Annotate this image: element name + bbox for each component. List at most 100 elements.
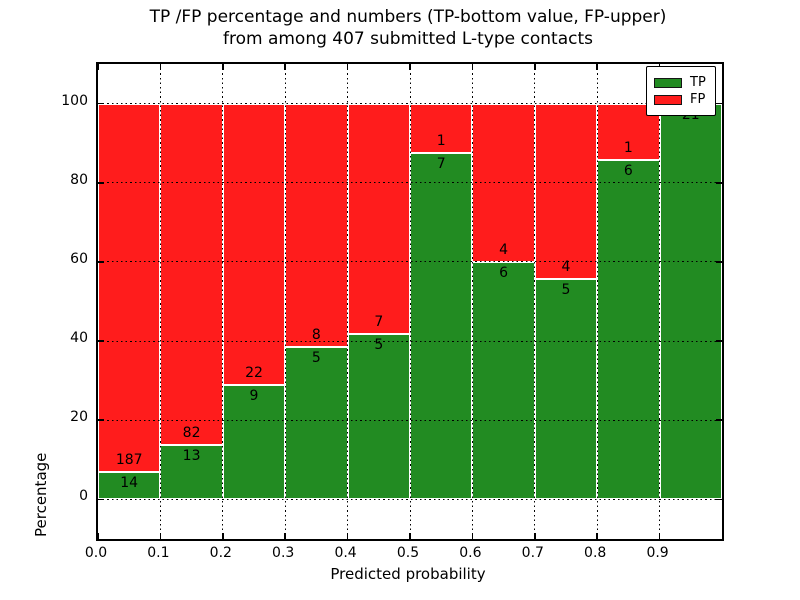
x-tick: [284, 533, 286, 539]
y-tick-label: 100: [61, 92, 88, 109]
fp-legend-swatch: [654, 94, 682, 105]
x-tick: [97, 64, 99, 70]
fp-count-label: 22: [245, 364, 263, 381]
chart-title-line-1: TP /FP percentage and numbers (TP-bottom…: [149, 7, 667, 27]
y-tick: [716, 181, 722, 184]
fp-bar-segment: [410, 103, 473, 154]
y-axis-label: Percentage: [32, 452, 50, 537]
y-tick: [98, 181, 104, 184]
x-tick-label: 0.4: [334, 545, 357, 561]
chart-title-line-2: from among 407 submitted L-type contacts: [222, 29, 593, 49]
fp-count-label: 4: [499, 241, 509, 258]
y-gridline: [98, 103, 722, 105]
tp-count-label: 7: [436, 156, 446, 173]
x-tick: [222, 533, 224, 539]
y-tick: [716, 340, 722, 342]
fp-bar-segment: [534, 103, 598, 280]
fp-count-label: 1: [623, 140, 633, 157]
x-tick: [409, 533, 411, 539]
x-tick-label: 0.5: [396, 545, 420, 561]
x-tick: [159, 64, 162, 70]
x-tick: [346, 533, 349, 539]
x-gridline: [222, 64, 224, 539]
y-tick: [98, 102, 104, 105]
tp-bar-segment: [98, 471, 161, 500]
tp-count-label: 6: [499, 264, 509, 281]
y-tick-label: 20: [70, 409, 88, 426]
x-tick: [409, 64, 411, 70]
x-tick-label: 0.9: [646, 545, 669, 561]
y-tick: [98, 340, 104, 342]
tp-bar-segment: [347, 334, 410, 500]
x-tick: [284, 64, 286, 70]
tp-count-label: 13: [182, 448, 201, 465]
x-tick-label: 0.7: [521, 545, 544, 561]
tp-count-label: 14: [120, 474, 139, 491]
y-gridline: [98, 182, 722, 184]
fp-bar-segment: [347, 103, 410, 335]
x-tick: [471, 533, 474, 539]
y-tick-label: 0: [79, 488, 88, 505]
x-tick-label: 0.2: [209, 545, 232, 561]
x-gridline: [659, 64, 661, 539]
legend-row-fp: FP: [654, 92, 707, 107]
tp-bar-segment: [160, 445, 223, 500]
tp-count-label: 5: [561, 282, 571, 299]
x-tick-label: 0.3: [272, 545, 295, 561]
y-tick: [716, 419, 722, 422]
tp-bar-segment: [659, 103, 722, 500]
tp-bar-segment: [410, 153, 473, 500]
x-tick: [658, 533, 661, 539]
y-tick: [98, 419, 104, 422]
y-tick: [98, 261, 104, 263]
legend-row-tp: TP: [654, 75, 707, 90]
tp-bar-segment: [285, 347, 348, 500]
y-tick: [716, 102, 722, 105]
x-tick: [346, 64, 349, 70]
x-gridline: [409, 64, 411, 539]
x-axis-label: Predicted probability: [330, 565, 486, 583]
y-tick-label: 40: [70, 330, 88, 347]
x-tick: [159, 533, 162, 539]
x-tick-label: 0.6: [459, 545, 482, 561]
y-tick: [716, 261, 722, 263]
fp-legend-label: FP: [690, 91, 706, 107]
x-tick: [596, 533, 598, 539]
legend: TP FP: [646, 66, 716, 116]
tp-count-label: 5: [311, 350, 321, 367]
fp-count-label: 7: [374, 314, 384, 331]
tp-bar-segment: [472, 261, 535, 500]
x-gridline: [159, 64, 161, 539]
fp-count-label: 4: [561, 259, 571, 276]
x-gridline: [596, 64, 598, 539]
fp-count-label: 1: [436, 133, 446, 150]
y-tick-label: 80: [70, 171, 88, 188]
x-tick: [222, 64, 224, 70]
y-tick: [716, 498, 722, 501]
x-tick: [596, 64, 598, 70]
y-gridline: [98, 340, 722, 342]
x-tick-label: 0.0: [84, 545, 108, 561]
x-tick: [97, 533, 99, 539]
y-tick-label: 60: [70, 250, 88, 267]
x-gridline: [471, 64, 473, 539]
y-tick: [98, 498, 104, 501]
x-tick: [534, 533, 536, 539]
fp-count-label: 8: [311, 327, 321, 344]
x-gridline: [284, 64, 286, 539]
y-gridline: [98, 261, 722, 263]
fp-count-label: 82: [182, 425, 201, 442]
fp-bar-segment: [160, 103, 223, 446]
y-gridline: [98, 498, 722, 500]
tp-bar-segment: [597, 160, 660, 500]
fp-bar-segment: [222, 103, 286, 385]
x-tick: [534, 64, 536, 70]
tp-count-label: 6: [623, 163, 633, 180]
plot-area: 18714821322985751746451621: [96, 62, 724, 541]
fp-count-label: 187: [115, 451, 143, 468]
x-gridline: [347, 64, 349, 539]
x-tick: [471, 64, 474, 70]
tp-legend-swatch: [654, 77, 682, 88]
tp-count-label: 5: [374, 337, 384, 354]
